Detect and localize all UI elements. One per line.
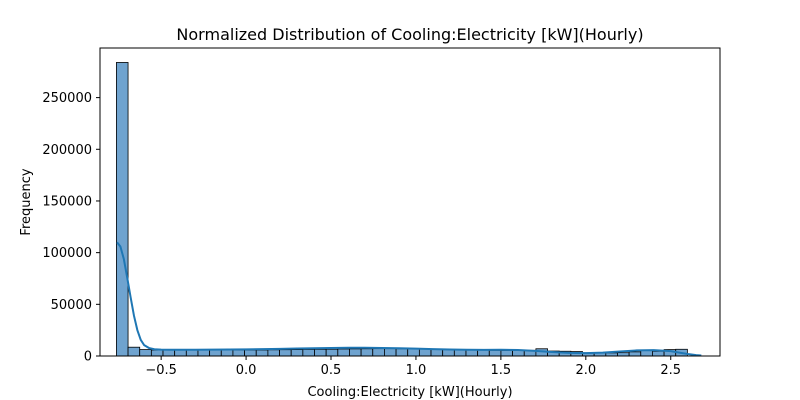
x-tick-label: −0.5 — [145, 363, 177, 378]
y-tick-label: 50000 — [51, 298, 92, 313]
chart-title: Normalized Distribution of Cooling:Elect… — [176, 25, 643, 44]
histogram-bar — [174, 349, 187, 357]
histogram-bar — [418, 348, 432, 357]
histogram-bar — [185, 349, 199, 357]
x-tick-label: 1.5 — [491, 363, 512, 378]
histogram-bar — [279, 349, 292, 357]
histogram-bar — [162, 349, 176, 357]
histogram-bar — [314, 348, 327, 357]
histogram-bar — [255, 349, 269, 357]
histogram-bar — [628, 351, 642, 357]
histogram-bar — [127, 346, 141, 357]
x-tick-label: 2.0 — [575, 363, 596, 378]
kde-curve-layer — [116, 241, 702, 357]
x-tick-label: 2.5 — [660, 363, 681, 378]
histogram-bar — [232, 349, 245, 357]
x-tick-label: 1.0 — [406, 363, 427, 378]
histogram-bar — [267, 349, 280, 357]
x-tick-label: 0.5 — [321, 363, 342, 378]
y-tick-label: 250000 — [42, 91, 92, 106]
y-tick-label: 100000 — [42, 246, 92, 261]
histogram-bar — [372, 348, 385, 357]
x-axis-label: Cooling:Electricity [kW](Hourly) — [307, 385, 512, 400]
histogram-bar — [395, 348, 409, 357]
histogram-bar — [360, 348, 374, 357]
plot-area-frame — [99, 47, 721, 357]
histogram-bar — [116, 62, 129, 357]
histogram-bar — [512, 350, 525, 357]
histogram-bar — [500, 350, 513, 357]
histogram-bar — [244, 349, 257, 357]
y-tick-label: 0 — [84, 350, 92, 365]
histogram-bar — [150, 349, 164, 357]
histogram-bar — [407, 348, 420, 357]
histogram-bar — [488, 349, 502, 357]
histogram-bar — [139, 349, 152, 357]
histogram-bar — [302, 348, 315, 357]
histogram-bar — [384, 348, 397, 357]
histogram-bar — [290, 349, 304, 357]
histogram-bar — [652, 350, 665, 357]
histogram-bar — [349, 348, 362, 357]
kde-curve — [116, 241, 702, 357]
histogram-bar — [209, 349, 222, 357]
y-axis: 0 50000 100000 150000 200000 250000 — [42, 91, 100, 365]
histogram-bar — [337, 348, 350, 357]
y-axis-label: Frequency — [19, 168, 34, 235]
y-tick-label: 200000 — [42, 143, 92, 158]
histogram-bar — [197, 349, 211, 357]
y-tick-label: 150000 — [42, 194, 92, 209]
histogram-bar — [325, 348, 339, 357]
histogram-bar — [477, 349, 490, 357]
x-axis: −0.5 0.0 0.5 1.0 1.5 2.0 2.5 — [145, 356, 681, 378]
x-tick-label: 0.0 — [236, 363, 257, 378]
histogram-bar — [220, 349, 234, 357]
